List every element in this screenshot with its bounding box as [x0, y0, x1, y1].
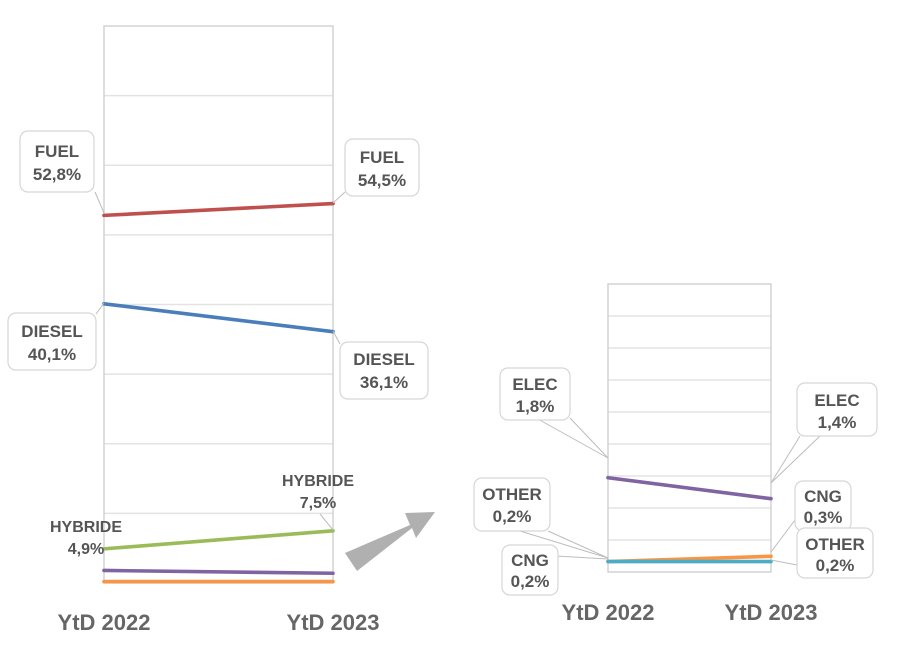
- callout-value: 52,8%: [33, 165, 81, 184]
- callout-name: OTHER: [805, 535, 865, 554]
- right-tick-label-0: YtD 2022: [562, 600, 655, 625]
- callout-value: 1,4%: [818, 413, 857, 432]
- callout-fuel-2022: FUEL 52,8%: [19, 130, 105, 214]
- callout-value: 54,5%: [358, 171, 406, 190]
- label-value: 4,9%: [68, 541, 104, 558]
- callout-cng-2023: CNG 0,3%: [770, 480, 852, 553]
- callout-value: 0,2%: [493, 507, 532, 526]
- label-name: HYBRIDE: [50, 519, 122, 536]
- series-layer: [102, 201, 773, 584]
- left-tick-label-1: YtD 2023: [287, 610, 380, 635]
- label-name: HYBRIDE: [282, 473, 354, 490]
- callout-cng-2022: CNG 0,2%: [501, 544, 609, 596]
- callout-other-2023: OTHER 0,2%: [770, 527, 874, 579]
- label-hybride-2022: HYBRIDE 4,9%: [50, 519, 122, 558]
- left-series-line-series-3: [102, 568, 335, 576]
- right-chart-grid: [607, 283, 772, 573]
- callout-fuel-2023: FUEL 54,5%: [332, 138, 420, 204]
- right-series-line-elec: [606, 475, 773, 501]
- label-value: 7,5%: [300, 495, 336, 512]
- callout-diesel-2022: DIESEL 40,1%: [7, 302, 105, 371]
- left-series-line-fuel: [102, 201, 335, 218]
- callout-elec-2022: ELEC 1,8%: [499, 367, 609, 459]
- callout-name: OTHER: [482, 485, 542, 504]
- callout-name: FUEL: [35, 142, 79, 161]
- right-plot-frame: [607, 283, 772, 573]
- label-hybride-2023: HYBRIDE 7,5%: [282, 473, 354, 531]
- callout-value: 0,3%: [804, 508, 843, 527]
- callout-name: DIESEL: [353, 350, 414, 369]
- callout-name: ELEC: [814, 391, 859, 410]
- callout-value: 0,2%: [511, 572, 550, 591]
- callout-value: 1,8%: [516, 397, 555, 416]
- left-tick-label-0: YtD 2022: [58, 610, 151, 635]
- callout-diesel-2023: DIESEL 36,1%: [332, 330, 429, 400]
- callout-value: 40,1%: [28, 345, 76, 364]
- right-tick-label-1: YtD 2023: [725, 600, 818, 625]
- callout-name: CNG: [804, 487, 842, 506]
- callout-value: 36,1%: [360, 373, 408, 392]
- zoom-arrow: [345, 512, 435, 571]
- callout-name: CNG: [511, 551, 549, 570]
- left-series-line-diesel: [102, 302, 335, 334]
- callout-name: FUEL: [360, 148, 404, 167]
- callout-name: DIESEL: [21, 322, 82, 341]
- callout-other-2022: OTHER 0,2%: [473, 477, 609, 559]
- left-series-line-hybride: [102, 528, 335, 551]
- callout-value: 0,2%: [816, 556, 855, 575]
- callout-name: ELEC: [512, 375, 557, 394]
- callout-elec-2023: ELEC 1,4%: [770, 382, 878, 484]
- left-chart-grid: [103, 25, 334, 584]
